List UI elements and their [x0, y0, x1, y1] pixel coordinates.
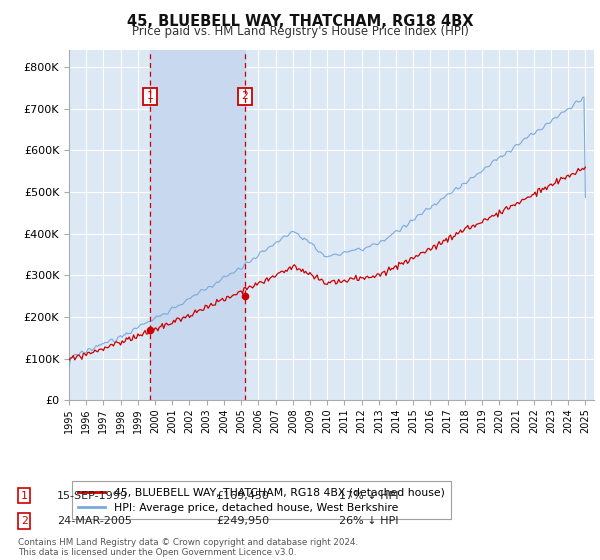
Text: 2: 2 — [241, 91, 248, 101]
Bar — [150, 50, 245, 400]
Text: 1: 1 — [146, 91, 154, 101]
Text: 45, BLUEBELL WAY, THATCHAM, RG18 4BX: 45, BLUEBELL WAY, THATCHAM, RG18 4BX — [127, 14, 473, 29]
Text: 2: 2 — [20, 516, 28, 526]
Text: 15-SEP-1999: 15-SEP-1999 — [57, 491, 128, 501]
Text: Contains HM Land Registry data © Crown copyright and database right 2024.
This d: Contains HM Land Registry data © Crown c… — [18, 538, 358, 557]
Text: 24-MAR-2005: 24-MAR-2005 — [57, 516, 132, 526]
Text: Price paid vs. HM Land Registry's House Price Index (HPI): Price paid vs. HM Land Registry's House … — [131, 25, 469, 38]
Text: 17% ↓ HPI: 17% ↓ HPI — [339, 491, 398, 501]
Text: 1: 1 — [20, 491, 28, 501]
Text: £169,450: £169,450 — [216, 491, 269, 501]
Text: 26% ↓ HPI: 26% ↓ HPI — [339, 516, 398, 526]
Legend: 45, BLUEBELL WAY, THATCHAM, RG18 4BX (detached house), HPI: Average price, detac: 45, BLUEBELL WAY, THATCHAM, RG18 4BX (de… — [72, 481, 451, 519]
Text: £249,950: £249,950 — [216, 516, 269, 526]
